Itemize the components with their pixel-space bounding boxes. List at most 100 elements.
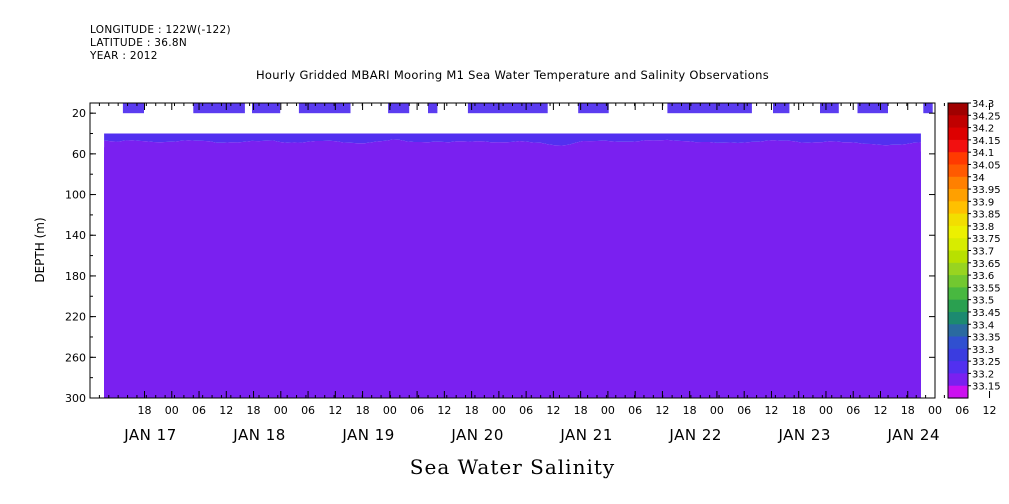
colorbar-cell bbox=[948, 103, 968, 116]
colorbar-label: 33.85 bbox=[972, 210, 1001, 221]
colorbar-label: 33.2 bbox=[972, 369, 994, 380]
x-tick-label: 00 bbox=[274, 404, 288, 417]
colorbar-label: 33.9 bbox=[972, 197, 994, 208]
colorbar-cell bbox=[948, 201, 968, 215]
date-label: JAN 22 bbox=[668, 426, 722, 444]
x-tick-label: 06 bbox=[846, 404, 860, 417]
surface-band-8 bbox=[667, 103, 752, 114]
y-tick-label: 100 bbox=[65, 189, 86, 202]
x-tick-label: 18 bbox=[247, 404, 261, 417]
surface-band-0 bbox=[122, 103, 144, 114]
x-tick-label: 06 bbox=[192, 404, 206, 417]
y-tick-label: 260 bbox=[65, 351, 86, 364]
salinity-band-33.2 bbox=[104, 139, 921, 398]
x-tick-label: 18 bbox=[356, 404, 370, 417]
x-tick-label: 12 bbox=[219, 404, 233, 417]
date-label: JAN 23 bbox=[777, 426, 831, 444]
y-tick-label: 220 bbox=[65, 311, 86, 324]
chart-title: Hourly Gridded MBARI Mooring M1 Sea Wate… bbox=[255, 68, 770, 82]
x-tick-label: 06 bbox=[410, 404, 424, 417]
colorbar-label: 33.95 bbox=[972, 185, 1001, 196]
surface-band-5 bbox=[428, 103, 438, 114]
y-tick-label: 180 bbox=[65, 270, 86, 283]
surface-band-4 bbox=[388, 103, 410, 114]
colorbar-cell bbox=[948, 238, 968, 252]
salinity-field bbox=[104, 133, 921, 398]
surface-band-2 bbox=[252, 103, 281, 114]
colorbar-label: 33.65 bbox=[972, 259, 1001, 270]
colorbar-label: 33.7 bbox=[972, 247, 994, 258]
x-tick-label: 12 bbox=[655, 404, 669, 417]
x-tick-label: 06 bbox=[628, 404, 642, 417]
colorbar-cell bbox=[948, 361, 968, 374]
colorbar-label: 33.45 bbox=[972, 308, 1001, 319]
longitude-label: LONGITUDE : 122W(-122) bbox=[90, 24, 231, 36]
x-tick-label: 00 bbox=[601, 404, 615, 417]
colorbar-cell bbox=[948, 127, 968, 141]
x-tick-label: 18 bbox=[574, 404, 588, 417]
salinity-band-surface bbox=[104, 133, 921, 146]
colorbar-cell bbox=[948, 176, 968, 190]
colorbar-label: 34.15 bbox=[972, 136, 1001, 147]
x-tick-label: 00 bbox=[492, 404, 506, 417]
colorbar-cell bbox=[948, 299, 968, 313]
date-label: JAN 21 bbox=[559, 426, 613, 444]
x-tick-label: 06 bbox=[519, 404, 533, 417]
y-axis-label: DEPTH (m) bbox=[33, 217, 47, 282]
x-tick-label: 00 bbox=[383, 404, 397, 417]
colorbar-cell bbox=[948, 164, 968, 178]
y-tick-label: 300 bbox=[65, 392, 86, 405]
date-label: JAN 24 bbox=[886, 426, 940, 444]
date-label: JAN 19 bbox=[341, 426, 395, 444]
colorbar-cell bbox=[948, 189, 968, 202]
x-tick-label: 12 bbox=[437, 404, 451, 417]
x-tick-label: 18 bbox=[683, 404, 697, 417]
x-tick-label: 00 bbox=[819, 404, 833, 417]
x-tick-label: 00 bbox=[165, 404, 179, 417]
surface-band-7 bbox=[578, 103, 609, 114]
surface-band-6 bbox=[467, 103, 548, 114]
colorbar-cell bbox=[948, 213, 968, 227]
surface-band-1 bbox=[193, 103, 245, 114]
colorbar-label: 34.05 bbox=[972, 161, 1001, 172]
x-tick-label: 00 bbox=[710, 404, 724, 417]
y-tick-label: 20 bbox=[72, 107, 86, 120]
colorbar-label: 34.3 bbox=[972, 99, 994, 110]
colorbar-cell bbox=[948, 324, 968, 338]
colorbar-label: 33.75 bbox=[972, 234, 1001, 245]
colorbar-label: 33.35 bbox=[972, 333, 1001, 344]
colorbar-cell bbox=[948, 250, 968, 264]
x-tick-label: 12 bbox=[873, 404, 887, 417]
surface-bands bbox=[122, 103, 933, 114]
colorbar-cell bbox=[948, 225, 968, 239]
x-tick-label: 12 bbox=[983, 404, 997, 417]
colorbar-cell bbox=[948, 275, 968, 288]
x-tick-label: 12 bbox=[328, 404, 342, 417]
latitude-label: LATITUDE : 36.8N bbox=[90, 37, 188, 49]
colorbar-cell bbox=[948, 373, 968, 387]
colorbar-label: 33.5 bbox=[972, 296, 994, 307]
x-tick-label: 06 bbox=[955, 404, 969, 417]
colorbar-label: 34 bbox=[972, 173, 985, 184]
y-tick-label: 140 bbox=[65, 229, 86, 242]
colorbar-label: 33.4 bbox=[972, 320, 994, 331]
colorbar-cell bbox=[948, 336, 968, 350]
x-tick-label: 18 bbox=[465, 404, 479, 417]
y-tick-label: 60 bbox=[72, 148, 86, 161]
x-tick-label: 06 bbox=[737, 404, 751, 417]
colorbar-cell bbox=[948, 287, 968, 301]
x-tick-label: 06 bbox=[301, 404, 315, 417]
colorbar-cell bbox=[948, 348, 968, 362]
colorbar-label: 33.3 bbox=[972, 345, 994, 356]
colorbar-cell bbox=[948, 152, 968, 166]
colorbar-label: 33.15 bbox=[972, 382, 1001, 393]
colorbar-label: 34.1 bbox=[972, 148, 994, 159]
x-tick-label: 12 bbox=[764, 404, 778, 417]
colorbar-label: 33.6 bbox=[972, 271, 994, 282]
axes: 20 60 100 140 180 220 260 300 18 00 06 12 18 00 06 12 18… bbox=[65, 103, 997, 444]
surface-band-11 bbox=[857, 103, 888, 114]
year-label: YEAR : 2012 bbox=[90, 50, 158, 62]
surface-band-12 bbox=[923, 103, 933, 114]
